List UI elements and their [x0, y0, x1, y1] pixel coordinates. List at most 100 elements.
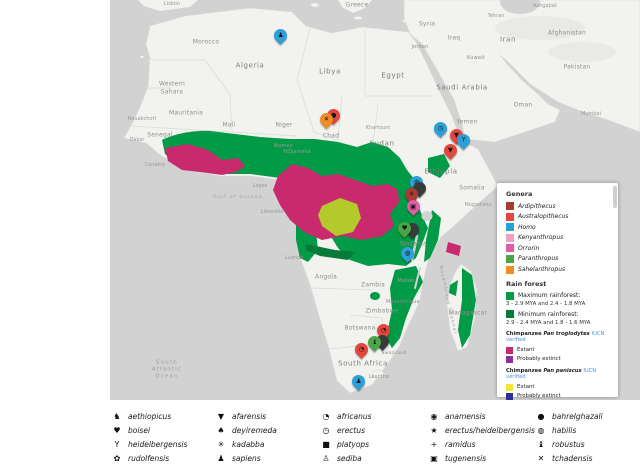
chimp-legend-row: Extant	[506, 383, 611, 391]
sahelanthropus-pin: ✕	[316, 110, 336, 129]
africanus-icon: ◔	[380, 326, 386, 335]
africanus-icon: ◔	[358, 345, 364, 354]
boisei-icon: ♥	[113, 425, 121, 435]
kadabba-icon: ✳	[217, 439, 225, 449]
paranthropus-pin: ♥	[394, 219, 414, 238]
rainforest-range: 3 - 2.9 MYA and 2.4 - 1.8 MYA	[506, 301, 586, 308]
species-item-kadabba: ✳ kadabba	[216, 437, 277, 451]
crete-island	[354, 16, 362, 20]
map-pin-tugenensis[interactable]: ▣	[403, 197, 423, 217]
genus-color-swatch	[506, 233, 514, 242]
chimp-color-swatch	[506, 355, 513, 363]
genus-name: Paranthropus	[518, 255, 559, 263]
genus-legend-row: Orrorin	[506, 244, 611, 253]
map-pin-africanus[interactable]: ◔	[351, 340, 371, 360]
species-column: ◉ anamensis ★ erectus/heidelbergensis + ramid…	[429, 409, 535, 465]
genus-name: Australopithecus	[518, 213, 569, 221]
lake-victoria	[421, 211, 433, 221]
tchadensis-icon: ✕	[537, 453, 545, 463]
species-label: afarensis	[232, 411, 267, 421]
rudolfensis-icon: ✿	[113, 453, 121, 463]
chimp-status-label: Extant	[517, 384, 535, 391]
erectus-icon: ◷	[322, 425, 330, 435]
chimp-section-title: Chimpanzee Pan troglodytes IUCN verified	[506, 330, 605, 344]
map-geography	[123, 0, 640, 394]
canary-islands	[140, 55, 144, 59]
rainforest-label: Maximum rainforest:	[518, 292, 581, 300]
species-item-ramidus: + ramidus	[429, 437, 535, 451]
iucn-link[interactable]: IUCN verified	[506, 330, 605, 344]
genus-color-swatch	[506, 202, 514, 210]
species-label: deyiremeda	[232, 425, 277, 435]
species-column: ◔ africanus ◷ erectus ■ platyops ♙ sediba	[321, 409, 371, 465]
bahrelghazali-icon: ●	[537, 411, 545, 421]
rainforest-ethiopia-patch	[428, 154, 450, 178]
chimp-west-region	[165, 144, 245, 175]
rainforest-min-region	[306, 244, 355, 260]
africanus-icon: ◔	[322, 411, 330, 421]
species-item-aethiopicus: ♞ aethiopicus	[112, 409, 187, 423]
genus-color-swatch	[506, 223, 514, 232]
country-borders	[131, 27, 432, 350]
species-label: bahrelghazali	[552, 411, 603, 421]
australopithecus-pin: ◔	[351, 340, 371, 359]
species-column: ▼ afarensis ♠ deyiremeda ✳ kadabba ♟ sapiens	[216, 409, 277, 465]
chimp-legend-row: Extant	[506, 346, 611, 354]
rainforest-range: 2.9 - 2.4 MYA and 1.8 - 1.6 MYA	[506, 319, 591, 326]
genus-legend-row: Kenyanthropus	[506, 233, 611, 242]
chimp-legend-row: Probably extinct	[506, 355, 611, 363]
heidelbergensis-icon: Y	[461, 136, 465, 145]
sicily-island	[311, 3, 319, 7]
terrain-shading	[548, 42, 616, 62]
species-label: habilis	[552, 425, 577, 435]
boisei-icon: ♥	[401, 224, 407, 233]
rainforest-color-swatch	[506, 291, 514, 300]
map-pin-robustus[interactable]: ♝	[364, 333, 384, 353]
afarensis-icon: ▼	[447, 146, 453, 155]
species-label: tugenensis	[445, 453, 487, 463]
species-label: robustus	[552, 439, 585, 449]
species-item-tugenensis: ▣ tugenensis	[429, 451, 535, 465]
map-pin-afarensis[interactable]: ▼	[440, 141, 460, 161]
rainforest-legend-title: Rain forest	[506, 279, 547, 288]
genus-legend-row: Sahelanthropus	[506, 265, 611, 274]
genus-legend-row: Paranthropus	[506, 254, 611, 263]
map-pin-erectus[interactable]: ◷	[430, 119, 450, 139]
species-label: sediba	[337, 453, 362, 463]
legend-scrollbar[interactable]	[613, 186, 617, 208]
species-item-anamensis: ◉ anamensis	[429, 409, 535, 423]
rainforest-east-coast-strip	[424, 210, 441, 262]
species-label: erectus/heidelbergensis	[445, 425, 535, 435]
ramidus-icon: +	[430, 439, 438, 449]
map-pin-heidelbergensis[interactable]: Y	[453, 131, 473, 151]
rainforest-legend-row: Minimum rainforest: 2.9 - 2.4 MYA and 1.8…	[506, 310, 611, 326]
map-legend[interactable]: Genera Ardipithecus Australopithecus Homo K…	[497, 183, 618, 400]
map-pin-sapiens[interactable]: ♟	[270, 26, 290, 46]
deyiremeda-icon: ♠	[217, 425, 225, 435]
chimp-color-swatch	[506, 346, 513, 354]
africa-map[interactable]: Lisbon Greece Morocco Algeria Libya Egypt West…	[110, 0, 640, 400]
map-pin-boisei[interactable]: ♥	[394, 219, 414, 239]
map-pin-habilis[interactable]: ◍	[397, 244, 417, 264]
sapiens-icon: ♟	[217, 453, 225, 463]
robustus-icon: ♝	[537, 439, 545, 449]
genus-name: Sahelanthropus	[518, 266, 566, 274]
species-label: boisei	[128, 425, 151, 435]
caspian-sea	[500, 0, 540, 14]
genus-name: Kenyanthropus	[518, 234, 564, 242]
rainforest-mozambique-patch	[386, 266, 423, 348]
map-pin-sapiens[interactable]: ♟	[348, 372, 368, 392]
rainforest-zambezi-patch	[370, 292, 380, 300]
genus-legend-row: Homo	[506, 223, 611, 232]
rainforest-label: Minimum rainforest:	[518, 310, 579, 318]
tugenensis-icon: ▣	[430, 453, 438, 463]
chimp-status-label: Extant	[517, 347, 535, 354]
erectus-heidelbergensis-icon: ★	[430, 425, 438, 435]
chimp-color-swatch	[506, 392, 513, 400]
habilis-icon: ◍	[537, 425, 545, 435]
iucn-link[interactable]: IUCN verified	[506, 367, 597, 381]
map-pin-tchadensis[interactable]: ✕	[316, 110, 336, 130]
species-label: platyops	[337, 439, 370, 449]
sapiens-icon: ♟	[355, 377, 361, 386]
